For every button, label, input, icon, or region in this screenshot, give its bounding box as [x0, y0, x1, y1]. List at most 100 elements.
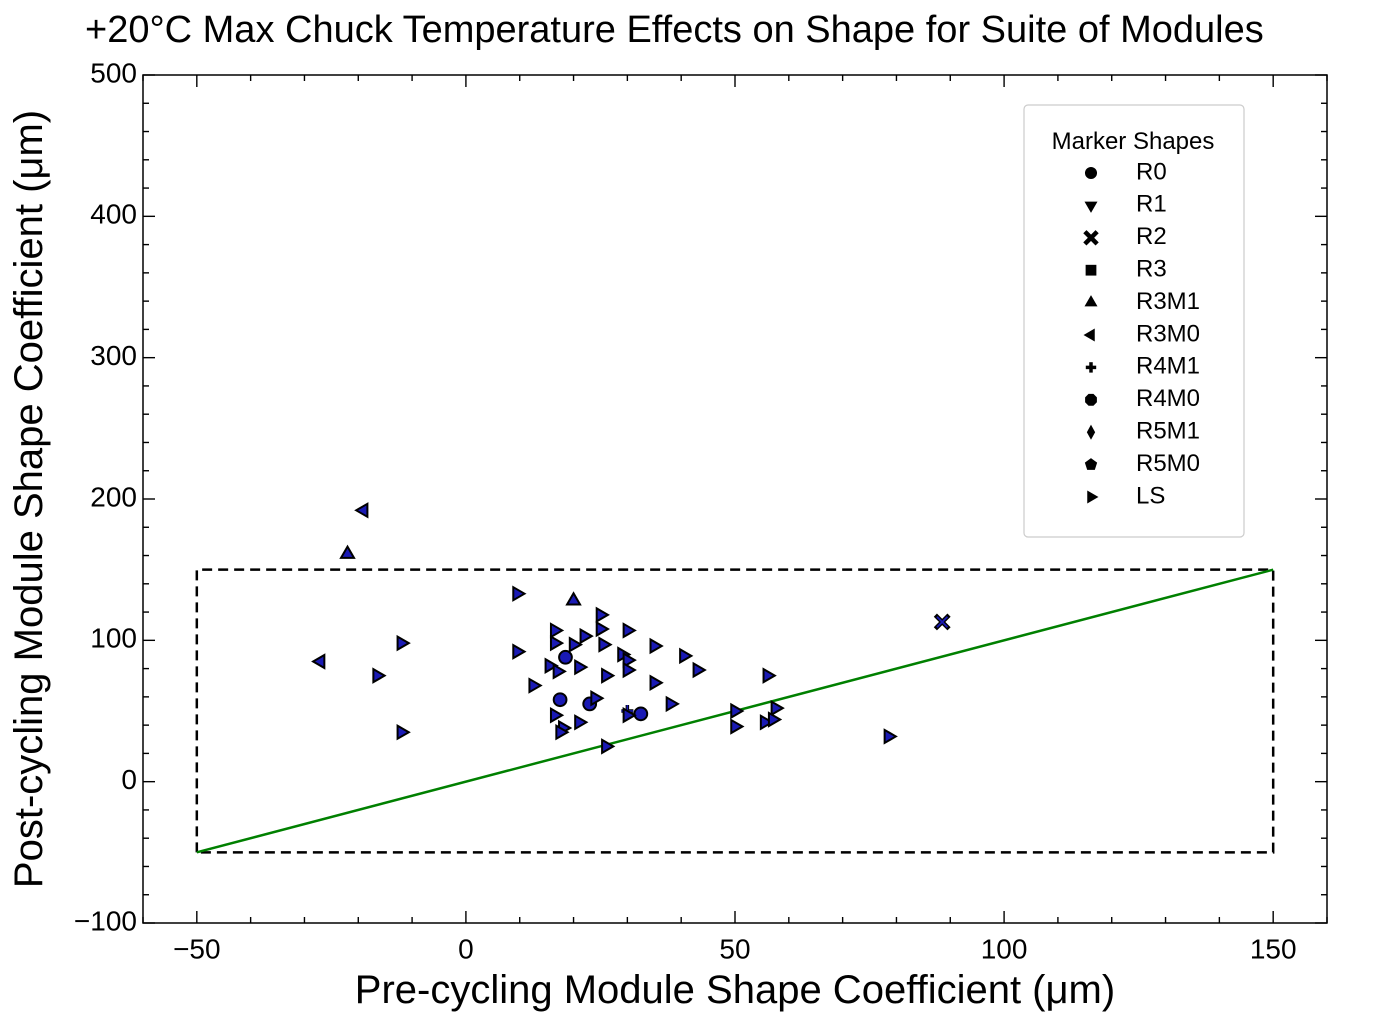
- data-point-ls: [759, 714, 775, 731]
- data-point-ls: [590, 690, 605, 707]
- legend-label: R4M1: [1136, 353, 1200, 380]
- legend-marker-r0: [1084, 166, 1098, 180]
- x-tick-label: 50: [719, 933, 750, 964]
- x-tick-label: 100: [981, 933, 1028, 964]
- legend-entry: R4M1: [1085, 353, 1200, 380]
- legend-marker-r2: [1083, 230, 1099, 246]
- data-point-r0: [558, 649, 573, 665]
- legend-entries: R0 R1 R2 R3 R3M1 R3M0 R4M1 R4M0 R5M1 R5M0 LS: [1083, 158, 1200, 509]
- data-point-ls: [552, 663, 567, 680]
- legend-entry: R2: [1083, 223, 1167, 250]
- data-point-ls: [767, 711, 783, 728]
- legend-entry: R3M1: [1084, 288, 1200, 315]
- data-point-ls: [770, 699, 785, 717]
- data-point-ls: [649, 637, 664, 655]
- data-point-ls: [595, 606, 610, 624]
- data-point-ls: [512, 643, 527, 660]
- y-tick-label: 200: [90, 481, 137, 512]
- legend-entry: R0: [1084, 158, 1167, 185]
- data-point-ls: [649, 674, 664, 691]
- data-point-ls: [883, 728, 898, 745]
- axis-ticks: [142, 74, 1328, 924]
- legend-label: R5M1: [1136, 418, 1200, 445]
- legend-label: R0: [1136, 158, 1167, 185]
- data-point-ls: [665, 695, 680, 713]
- data-point-r3m1: [339, 544, 356, 559]
- legend-marker-r4m1: [1085, 362, 1097, 373]
- data-point-ls: [622, 651, 637, 669]
- x-tick-label: 150: [1250, 933, 1297, 964]
- y-tick-label: 400: [90, 199, 137, 230]
- y-tick-label: 500: [90, 57, 137, 88]
- data-point-ls: [579, 627, 594, 645]
- data-point-ls: [730, 718, 745, 735]
- data-point-ls: [601, 667, 616, 684]
- legend-marker-r5m0: [1084, 458, 1098, 470]
- legend-label: R3M0: [1136, 320, 1200, 347]
- y-axis-label: Post-cycling Module Shape Coefficient (μ…: [7, 110, 51, 888]
- data-point-ls: [549, 634, 565, 652]
- legend-marker-r3m0: [1083, 328, 1095, 342]
- data-point-r2: [933, 613, 951, 631]
- legend-entry: R3: [1085, 256, 1167, 283]
- legend-label: R1: [1136, 191, 1167, 218]
- legend-entry: LS: [1087, 482, 1165, 509]
- data-point-r3m1: [565, 591, 582, 606]
- y-tick-label: −100: [74, 905, 137, 936]
- legend-marker-r4m0: [1085, 393, 1097, 406]
- data-point-ls: [512, 585, 527, 602]
- legend-label: R2: [1136, 223, 1167, 250]
- x-tick-label: −50: [173, 933, 221, 964]
- legend-entry: R3M0: [1083, 320, 1200, 347]
- data-point-ls: [762, 667, 777, 684]
- legend-entry: R4M0: [1085, 385, 1200, 412]
- legend-marker-r3: [1085, 264, 1097, 276]
- data-point-ls: [544, 657, 559, 675]
- data-point-ls: [595, 620, 610, 638]
- data-point-r0: [552, 692, 568, 708]
- legend-marker-r5m1: [1086, 424, 1096, 440]
- acceptance-box: [195, 568, 1275, 854]
- data-point-ls: [574, 658, 589, 676]
- data-points: [311, 502, 951, 755]
- data-point-ls: [601, 738, 616, 755]
- legend-label: R5M0: [1136, 450, 1200, 477]
- legend-entry: R5M1: [1086, 418, 1200, 445]
- data-point-ls: [598, 636, 613, 653]
- y-tick-label: 100: [90, 623, 137, 654]
- legend-label: LS: [1136, 482, 1165, 509]
- data-point-ls: [549, 707, 565, 724]
- data-point-ls: [622, 707, 637, 724]
- legend-label: R3M1: [1136, 288, 1200, 315]
- legend-label: R4M0: [1136, 385, 1200, 412]
- y-tick-label: 300: [90, 340, 137, 371]
- data-point-ls: [574, 714, 589, 731]
- legend-box: [1023, 104, 1245, 538]
- x-axis-label: Pre-cycling Module Shape Coefficient (μm…: [355, 968, 1115, 1012]
- legend-label: R3: [1136, 256, 1167, 283]
- data-point-ls: [679, 647, 694, 665]
- legend-marker-ls: [1087, 490, 1099, 504]
- data-point-ls: [568, 636, 584, 653]
- data-point-r3m0: [354, 502, 369, 519]
- data-point-ls: [622, 661, 637, 679]
- data-point-ls: [730, 702, 745, 720]
- chart-title: +20°C Max Chuck Temperature Effects on S…: [85, 9, 1264, 51]
- legend: Marker Shapes R0 R1 R2 R3 R3M1 R3M0 R4M1 R4M0 R5…: [1023, 104, 1245, 538]
- legend-entry: R1: [1084, 191, 1167, 218]
- data-point-ls: [528, 677, 543, 694]
- data-point-ls: [372, 667, 387, 684]
- data-point-ls: [396, 723, 411, 741]
- legend-entry: R5M0: [1084, 450, 1200, 477]
- y-tick-label: 0: [121, 764, 137, 795]
- data-point-ls: [555, 723, 570, 741]
- data-point-ls: [396, 634, 411, 652]
- data-point-ls: [549, 622, 565, 639]
- legend-title: Marker Shapes: [1052, 128, 1215, 155]
- data-point-ls: [692, 661, 707, 679]
- data-point-r3m0: [311, 653, 326, 670]
- legend-marker-r1: [1084, 201, 1098, 213]
- x-tick-label: 0: [458, 933, 474, 964]
- data-point-ls: [622, 622, 637, 639]
